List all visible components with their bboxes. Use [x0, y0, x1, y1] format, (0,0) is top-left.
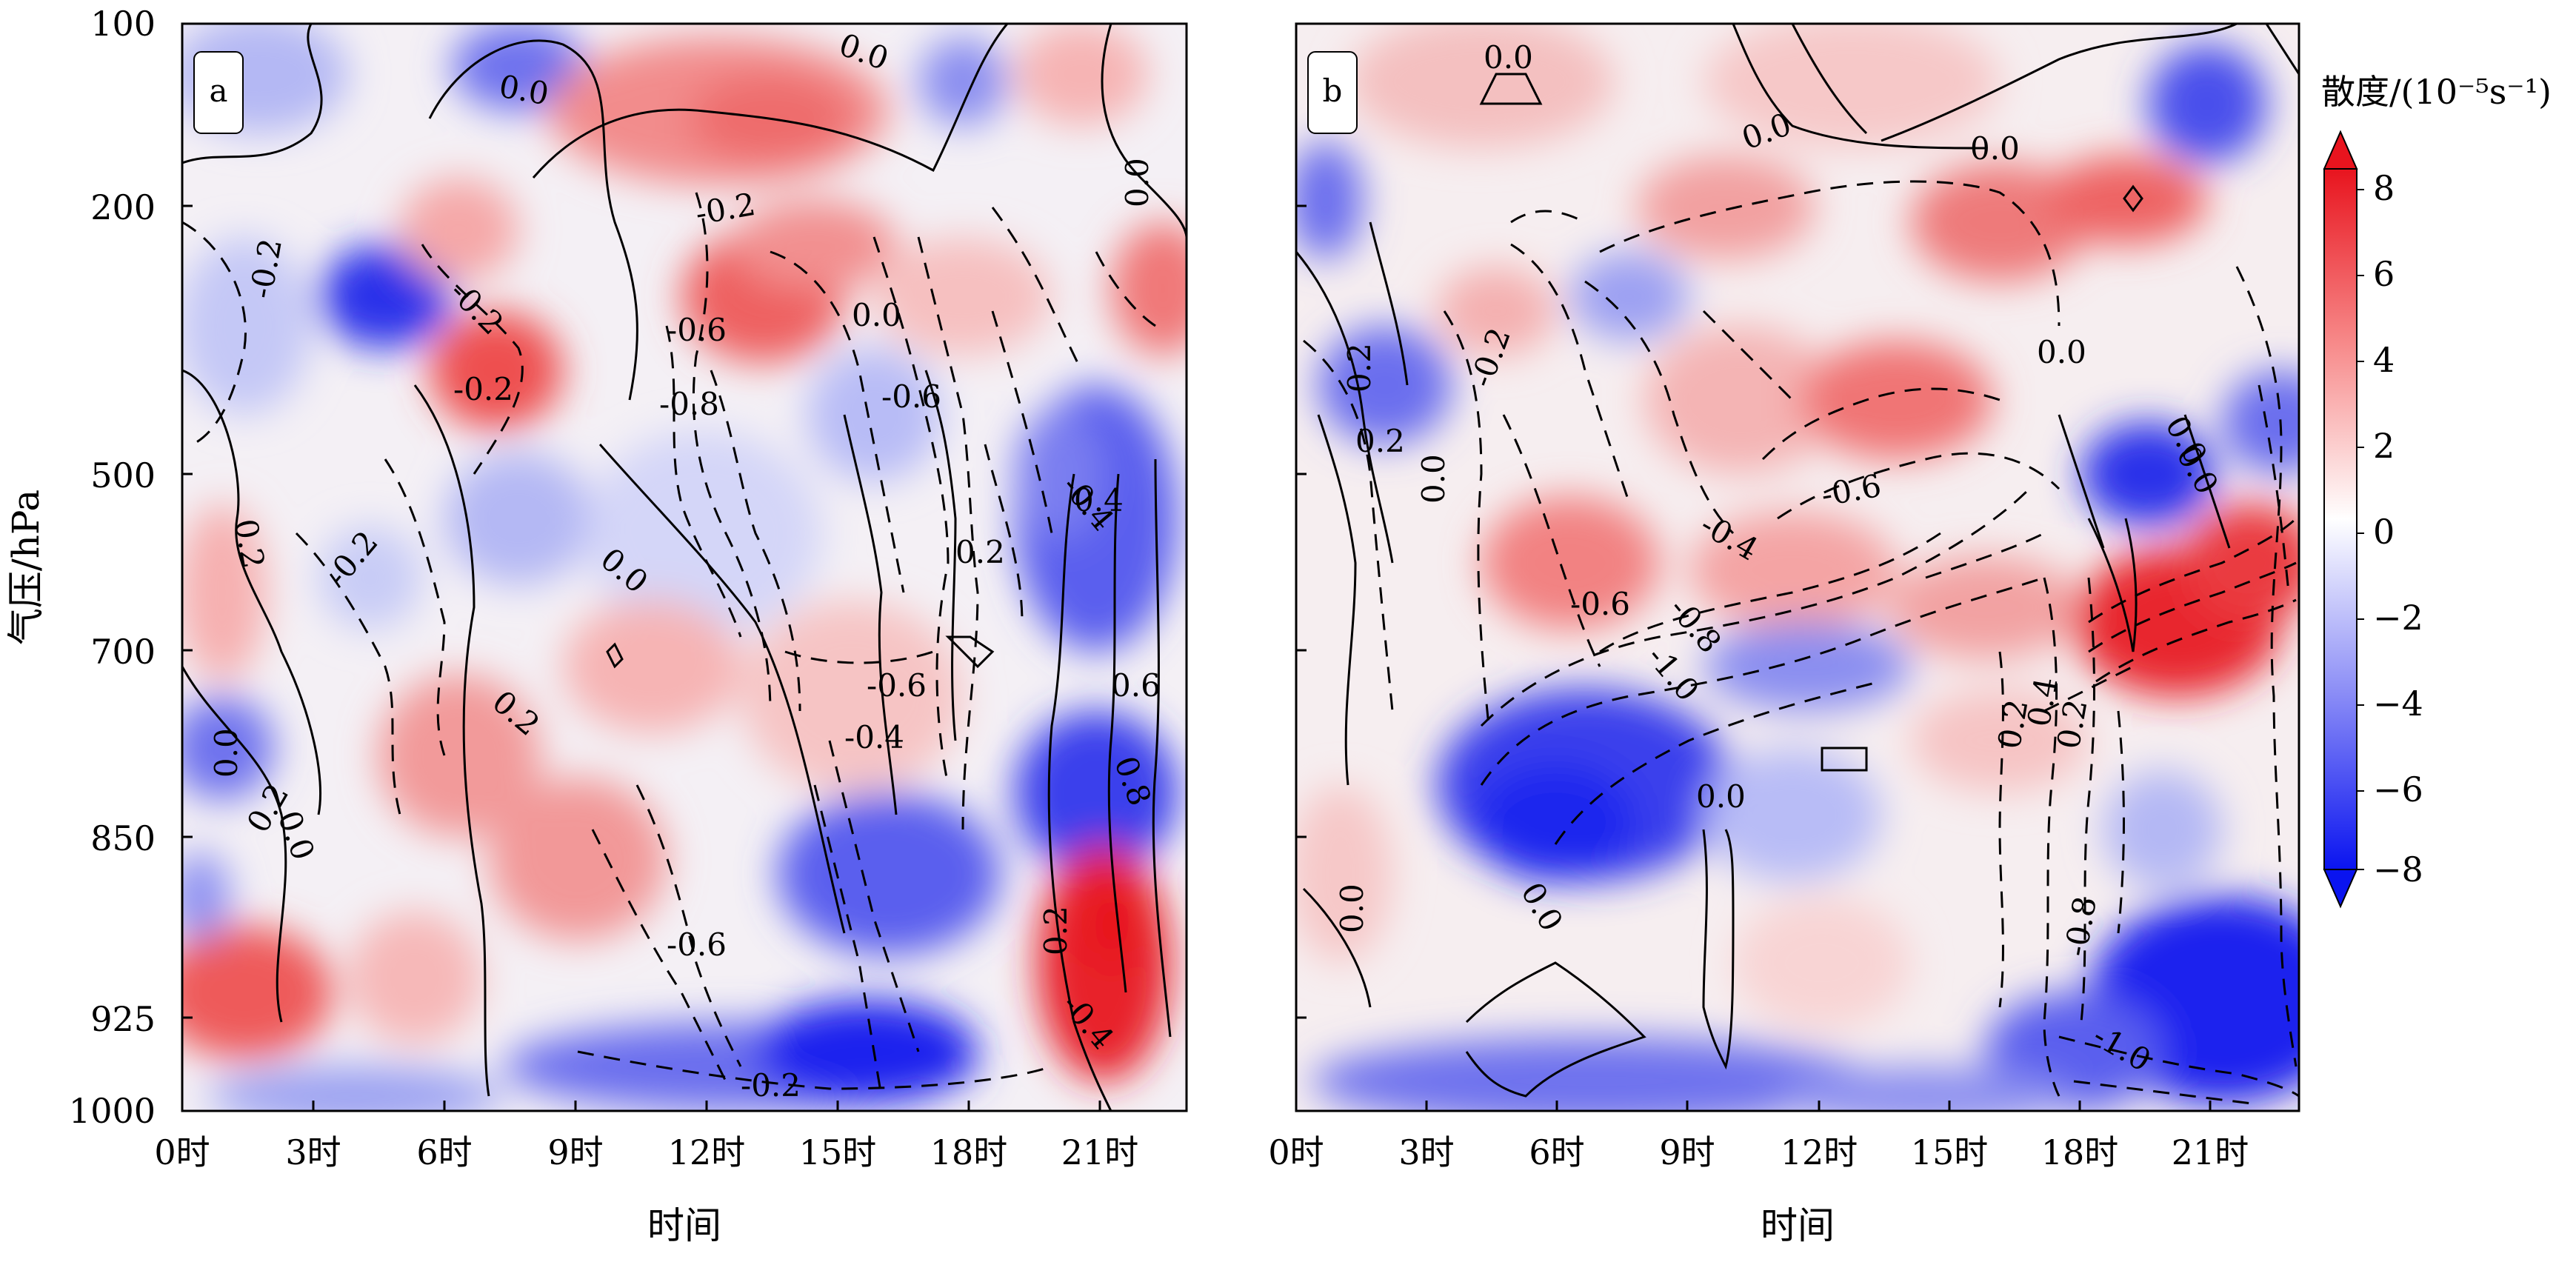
panel-a-label: a: [209, 73, 227, 109]
y-tick-label: 200: [90, 187, 156, 227]
axis-a-x: 0时 3时 6时 9时 12时 15时 18时 21时 时间: [154, 1132, 1138, 1247]
x-tick-label: 6时: [1529, 1132, 1584, 1172]
x-tick-label: 18时: [2041, 1132, 2119, 1172]
colorbar-label: 散度/(10⁻⁵s⁻¹): [2321, 72, 2552, 112]
contour-label: 0.0: [1334, 884, 1370, 933]
colorbar-tick: −2: [2373, 598, 2423, 638]
x-tick-label: 21时: [1061, 1132, 1139, 1172]
contour-label: 0.0: [1415, 454, 1452, 504]
colorbar-min-extend: [2323, 869, 2358, 909]
contour-label: 0.0: [2037, 334, 2086, 370]
panel-b-divergence-fill: [1296, 24, 2299, 1111]
x-tick-label: 21时: [2172, 1132, 2249, 1172]
contour-label: 0.0: [1696, 778, 1746, 815]
colorbar-tick: 0: [2373, 512, 2395, 552]
contour-label: 0.0: [1484, 39, 1533, 76]
colorbar-tick: 2: [2373, 426, 2395, 466]
panel-a-contours: [182, 24, 1187, 1111]
panel-b-contours: [1296, 24, 2299, 1105]
x-tick-label: 15时: [799, 1132, 877, 1172]
x-tick-label: 9时: [547, 1132, 603, 1172]
y-tick-label: 700: [90, 632, 156, 672]
panel-a-frame: [181, 22, 1188, 1112]
y-tick-label: 925: [90, 999, 156, 1039]
panel-a: 0.0 0.0 0.0 0.0 0.0 0.0 0.0 -0.2 -0.2 -0…: [181, 22, 1188, 1112]
contour-label: 0.0: [496, 68, 551, 113]
contour-label: 0.0: [1970, 130, 2020, 167]
panel-b: 0.0 0.0 0.0 0.0 0.0 0.0 0.0 0.0 0.0 -0.2…: [1295, 22, 2300, 1112]
axis-a-y: 100 200 500 700 850 925 1000 气压/hPa: [4, 4, 156, 1131]
colorbar-tick: −4: [2373, 684, 2423, 724]
x-axis-label: 时间: [1761, 1204, 1835, 1247]
colorbar-tick: 6: [2373, 254, 2395, 294]
panel-b-frame: [1295, 22, 2300, 1112]
x-tick-label: 9时: [1659, 1132, 1715, 1172]
x-tick-label: 12时: [1781, 1132, 1858, 1172]
contour-label: 0.2: [227, 516, 272, 571]
y-tick-label: 500: [90, 455, 156, 495]
colorbar-max-extend: [2323, 130, 2358, 170]
panel-b-label: b: [1323, 73, 1343, 109]
x-tick-label: 6时: [416, 1132, 472, 1172]
colorbar-tick: −8: [2373, 849, 2423, 889]
contour-label: 0.2: [1355, 423, 1405, 459]
contour-label: 0.0: [208, 728, 244, 778]
y-tick-label: 1000: [69, 1091, 156, 1131]
y-tick-label: 850: [90, 818, 156, 858]
contour-label: -0.4: [844, 719, 904, 755]
contour-label: 0.4: [2021, 675, 2065, 730]
contour-label: -0.6: [1570, 586, 1630, 622]
contour-label: -0.8: [659, 386, 719, 422]
colorbar-tick: 8: [2373, 168, 2395, 208]
axis-b-x: 0时 3时 6时 9时 12时 15时 18时 21时 时间: [1268, 1132, 2249, 1247]
contour-label: 0.4: [1074, 482, 1124, 518]
contour-label: 0.2: [1038, 906, 1074, 955]
contour-label: 0.0: [852, 297, 901, 333]
contour-label: -0.2: [741, 1067, 801, 1104]
x-tick-label: 0时: [154, 1132, 210, 1172]
colorbar-gradient: [2323, 168, 2358, 870]
x-tick-label: 12时: [668, 1132, 746, 1172]
colorbar: 散度/(10⁻⁵s⁻¹) 8 6 4 2 0 −2 −4 −6 −8: [2321, 72, 2552, 909]
x-tick-label: 3时: [1398, 1132, 1454, 1172]
contour-label: -0.6: [867, 667, 927, 704]
colorbar-tick: −6: [2373, 769, 2423, 809]
contour-label: 0.2: [2050, 697, 2095, 752]
contour-label: -0.6: [667, 927, 727, 963]
y-axis-label: 气压/hPa: [4, 490, 47, 645]
contour-label: 0.2: [1991, 697, 2035, 752]
contour-label: -0.2: [453, 371, 513, 407]
x-tick-label: 0时: [1268, 1132, 1324, 1172]
contour-label: 0.6: [1111, 667, 1161, 704]
contour-label: 0.0: [1119, 158, 1155, 207]
contour-label: 0.2: [1341, 343, 1378, 393]
panel-b-label-box: [1307, 51, 1358, 134]
contour-label: -0.6: [667, 312, 727, 348]
contour-label: -0.6: [881, 378, 941, 415]
x-tick-label: 18时: [930, 1132, 1008, 1172]
x-tick-label: 15时: [1911, 1132, 1989, 1172]
y-tick-label: 100: [90, 4, 156, 44]
tick-marks: [182, 22, 2212, 1111]
contour-label: 0.2: [955, 534, 1005, 570]
x-axis-label: 时间: [647, 1204, 721, 1247]
panel-a-label-box: [193, 51, 244, 134]
x-tick-label: 3时: [285, 1132, 341, 1172]
colorbar-tick: 4: [2373, 340, 2395, 380]
panel-a-divergence-fill: [182, 24, 1187, 1111]
